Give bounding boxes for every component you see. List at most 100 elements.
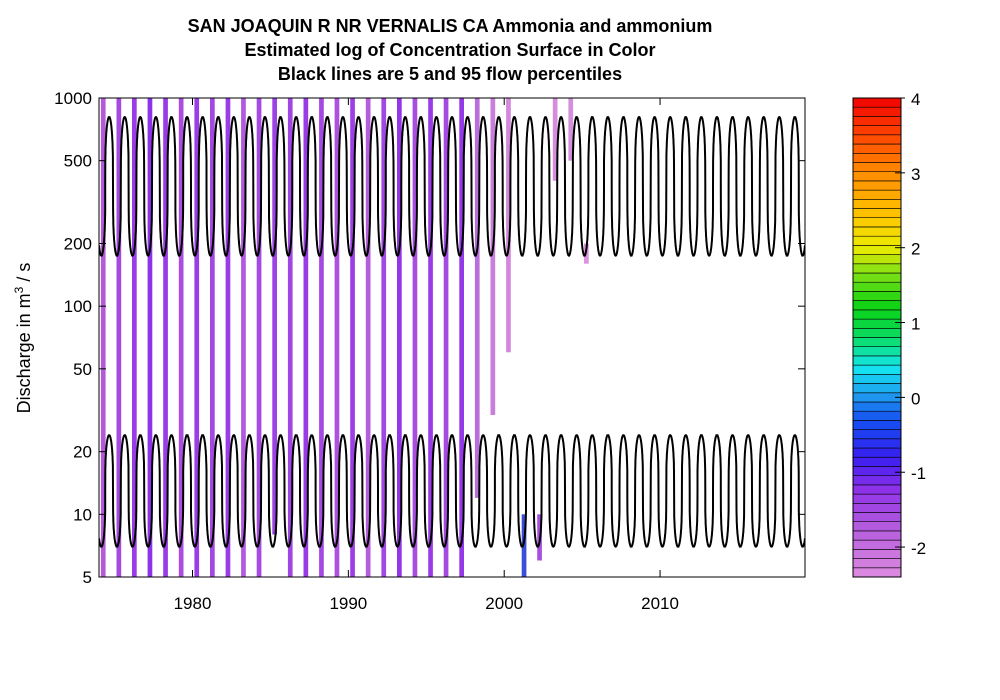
colorbar-step xyxy=(852,245,902,255)
surface-band-14 xyxy=(319,98,324,577)
x-tick-label: 1980 xyxy=(174,594,212,613)
colorbar-step xyxy=(852,475,902,486)
colorbar-step xyxy=(852,447,902,458)
y-tick-label: 200 xyxy=(64,235,92,254)
colorbar-step xyxy=(852,392,902,403)
colorbar-step xyxy=(852,134,902,145)
chart-title: SAN JOAQUIN R NR VERNALIS CA Ammonia and… xyxy=(187,16,713,36)
colorbar-step xyxy=(852,410,902,421)
colorbar-step xyxy=(852,484,902,495)
x-tick-label: 1990 xyxy=(329,594,367,613)
surface-band-13 xyxy=(303,98,309,577)
colorbar-tick-label: 3 xyxy=(911,165,920,184)
colorbar-step xyxy=(852,327,902,338)
colorbar-step xyxy=(852,153,902,163)
colorbar-step xyxy=(852,281,902,292)
colorbar-step xyxy=(852,346,902,357)
colorbar-step xyxy=(852,235,902,246)
x-axis: 1980 1990 2000 2010 xyxy=(174,98,679,613)
colorbar-step xyxy=(852,383,902,394)
colorbar-step xyxy=(852,263,902,274)
surface-band-0 xyxy=(100,98,106,577)
colorbar-step xyxy=(852,401,902,412)
surface-band-9 xyxy=(241,98,246,577)
colorbar-step xyxy=(852,162,902,172)
colorbar-tick-label: 0 xyxy=(911,389,920,408)
colorbar-tick-label: 1 xyxy=(911,315,920,334)
surface-band-20 xyxy=(412,98,418,577)
y-tick-label: 5 xyxy=(83,568,92,587)
colorbar-step xyxy=(852,567,902,578)
colorbar-step xyxy=(852,143,902,154)
colorbar-step xyxy=(852,226,902,237)
colorbar-step xyxy=(852,309,902,320)
surface-band-11 xyxy=(272,98,277,535)
surface-band-29 xyxy=(552,98,558,181)
surface-band-23 xyxy=(459,98,464,577)
y-tick-label: 50 xyxy=(73,360,92,379)
surface-band-3 xyxy=(147,98,153,577)
surface-band-8 xyxy=(225,98,231,577)
colorbar-step xyxy=(852,502,902,513)
colorbar-step xyxy=(852,530,902,541)
percentile-line-95 xyxy=(99,116,805,257)
concentration-surface xyxy=(100,98,589,577)
colorbar-tick-label: -2 xyxy=(911,539,926,558)
y-axis-label: Discharge in m3 / s xyxy=(12,263,34,414)
surface-band-26 xyxy=(506,98,511,353)
colorbar-step xyxy=(852,97,902,108)
surface-band-10 xyxy=(256,98,262,577)
colorbar-step xyxy=(852,291,902,301)
plot-frame xyxy=(98,97,806,578)
surface-band-25 xyxy=(490,98,496,415)
surface-band-2 xyxy=(132,98,137,577)
colorbar-step xyxy=(852,318,902,329)
surface-band-4 xyxy=(163,98,168,577)
surface-band-5 xyxy=(178,98,184,577)
colorbar-step xyxy=(852,116,902,126)
colorbar-step xyxy=(852,125,902,136)
colorbar-step xyxy=(852,300,902,311)
colorbar-tick-label: -1 xyxy=(911,464,926,483)
colorbar-step xyxy=(852,364,902,375)
colorbar-step xyxy=(852,199,902,209)
colorbar-step xyxy=(852,429,902,440)
colorbar: -2 -1 0 1 2 3 4 xyxy=(852,90,926,578)
surface-band-21 xyxy=(428,98,433,577)
colorbar-step xyxy=(852,180,902,191)
colorbar-step xyxy=(852,438,902,449)
surface-band-1 xyxy=(116,98,122,577)
surface-band-30 xyxy=(568,98,574,161)
colorbar-step xyxy=(852,337,902,347)
y-tick-label: 10 xyxy=(73,505,92,524)
colorbar-step xyxy=(852,512,902,522)
y-tick-label: 500 xyxy=(64,152,92,171)
surface-band-19 xyxy=(397,98,402,577)
colorbar-step xyxy=(852,254,902,265)
y-tick-label: 1000 xyxy=(54,89,92,108)
chart-subtitle: Estimated log of Concentration Surface i… xyxy=(244,40,656,60)
surface-band-16 xyxy=(350,98,355,577)
colorbar-step xyxy=(852,208,902,218)
x-tick-label: 2010 xyxy=(641,594,679,613)
y-axis: 5 10 20 50 100 200 500 1000 xyxy=(54,89,805,587)
surface-band-17 xyxy=(365,98,371,577)
colorbar-step xyxy=(852,549,902,559)
colorbar-step xyxy=(852,466,902,476)
y-tick-label: 20 xyxy=(73,443,92,462)
colorbar-step xyxy=(852,558,902,569)
surface-band-12 xyxy=(287,98,293,577)
colorbar-step xyxy=(852,355,902,366)
colorbar-step xyxy=(852,456,902,467)
colorbar-step xyxy=(852,217,902,228)
colorbar-step xyxy=(852,521,902,532)
colorbar-step xyxy=(852,373,902,384)
surface-band-24 xyxy=(474,98,480,498)
colorbar-tick-label: 2 xyxy=(911,240,920,259)
colorbar-tick-label: 4 xyxy=(911,90,920,109)
surface-band-22 xyxy=(443,98,449,577)
flow-percentile-lines xyxy=(99,116,805,548)
x-tick-label: 2000 xyxy=(485,594,523,613)
colorbar-frame xyxy=(852,97,902,578)
